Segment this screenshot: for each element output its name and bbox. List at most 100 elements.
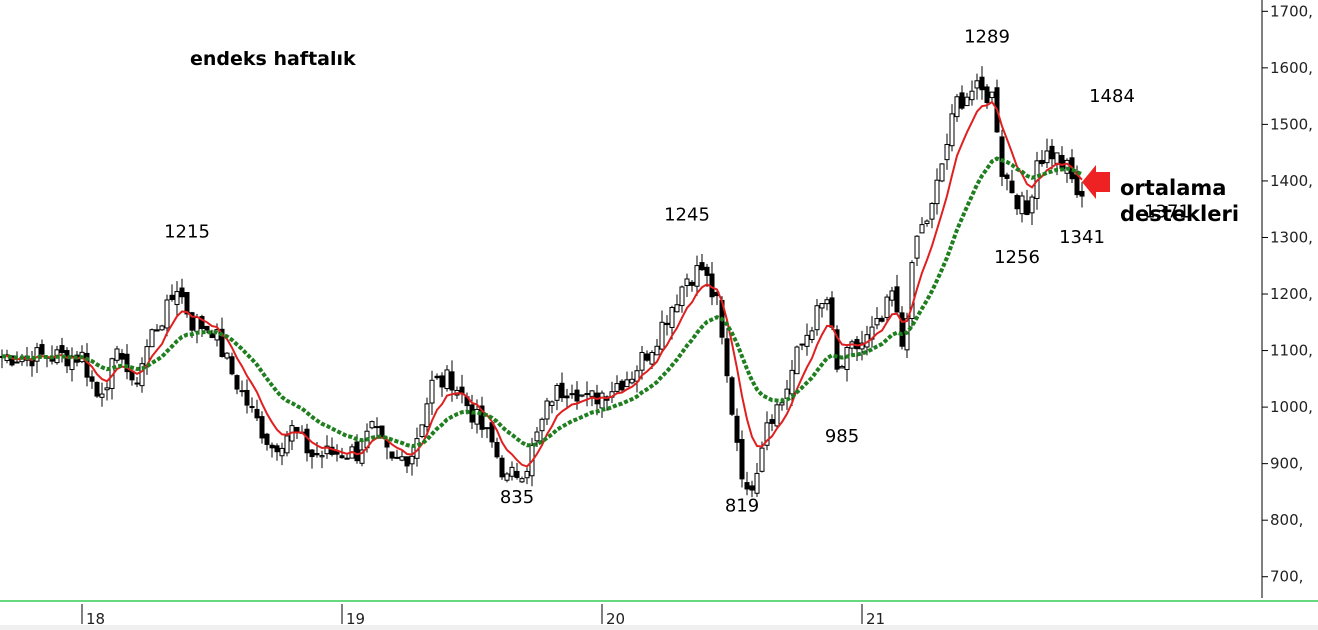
candle <box>274 443 280 461</box>
candle <box>684 273 690 297</box>
candle <box>569 384 575 399</box>
candle <box>1019 191 1025 223</box>
y-axis: 700, 800, 900, 1000, 1100, 1200, 1300, 1400, 150… <box>1261 0 1313 598</box>
candle <box>689 280 695 292</box>
candle <box>979 66 985 100</box>
candle <box>339 447 345 459</box>
candle <box>554 383 560 411</box>
candle <box>774 399 780 429</box>
candle <box>564 388 570 408</box>
candle <box>229 352 235 376</box>
x-axis: 18 19 20 21 <box>0 600 1318 630</box>
y-tick-label: 700, <box>1270 568 1303 586</box>
candle <box>1044 138 1050 168</box>
candle <box>459 374 465 404</box>
candle <box>69 347 75 382</box>
y-tick-label: 1000, <box>1270 398 1313 416</box>
candle <box>484 427 490 439</box>
candle <box>644 350 650 362</box>
candle <box>289 420 295 451</box>
price-annotation: 819 <box>725 496 759 517</box>
price-annotation: 1245 <box>664 205 710 226</box>
y-tick-label: 1300, <box>1270 228 1313 246</box>
candle <box>179 278 185 304</box>
candle <box>869 316 875 348</box>
candle <box>1014 193 1020 216</box>
x-tick-label: 19 <box>346 610 365 628</box>
candle <box>209 329 215 339</box>
y-tick-label: 1500, <box>1270 115 1313 133</box>
candle <box>1024 189 1030 216</box>
candle <box>134 377 140 388</box>
candle <box>319 450 325 469</box>
candle <box>539 417 545 443</box>
candle <box>679 285 685 313</box>
candle <box>259 411 265 444</box>
candle <box>144 339 150 375</box>
candle <box>659 310 665 354</box>
candle <box>739 430 745 488</box>
candle <box>419 424 425 439</box>
candle <box>329 437 335 457</box>
candle <box>239 380 245 397</box>
candle <box>794 345 800 375</box>
candle <box>754 462 760 497</box>
candle <box>619 379 625 392</box>
candle <box>584 381 590 407</box>
candle <box>729 375 735 416</box>
candle <box>234 374 240 395</box>
candle <box>84 343 90 387</box>
candle <box>399 450 405 462</box>
candle <box>1029 194 1035 226</box>
candle <box>1079 182 1085 208</box>
candle <box>79 345 85 364</box>
candle <box>899 306 905 350</box>
candle <box>429 370 435 416</box>
candle <box>409 447 415 476</box>
candle <box>369 420 375 430</box>
candle <box>89 370 95 389</box>
candle <box>934 168 940 215</box>
candle <box>709 261 715 306</box>
price-annotation: 1371 <box>1144 202 1190 223</box>
candle <box>104 382 110 401</box>
candle <box>264 432 270 451</box>
callout-line-2: destekleri <box>1120 202 1239 226</box>
price-annotation: 1484 <box>1089 86 1135 107</box>
candle <box>244 379 250 414</box>
candle <box>1009 169 1015 194</box>
candle <box>424 397 430 437</box>
candle <box>629 371 635 385</box>
candle <box>734 408 740 452</box>
candle <box>769 414 775 432</box>
candle <box>664 315 670 336</box>
candle <box>874 307 880 330</box>
candle <box>959 85 965 110</box>
candle <box>479 396 485 438</box>
scrollbar-track <box>0 625 1318 630</box>
candle <box>789 360 795 407</box>
candle <box>819 302 825 318</box>
candle <box>999 129 1005 186</box>
candle <box>694 255 700 296</box>
candle <box>889 286 895 307</box>
candle <box>164 294 170 337</box>
candle <box>744 471 750 496</box>
candle <box>804 323 810 356</box>
candle <box>279 442 285 466</box>
candle <box>524 467 530 485</box>
candle <box>784 380 790 410</box>
candle <box>1059 146 1065 170</box>
candle <box>749 480 755 498</box>
moving-averages <box>1 100 1083 468</box>
candle <box>139 357 145 393</box>
candle <box>124 344 130 380</box>
candle <box>1039 149 1045 167</box>
x-tick-label: 18 <box>86 610 105 628</box>
long-moving-average-line <box>1 156 1083 449</box>
candle <box>844 344 850 382</box>
candle <box>39 339 45 356</box>
candle <box>699 253 705 271</box>
candle <box>599 390 605 418</box>
